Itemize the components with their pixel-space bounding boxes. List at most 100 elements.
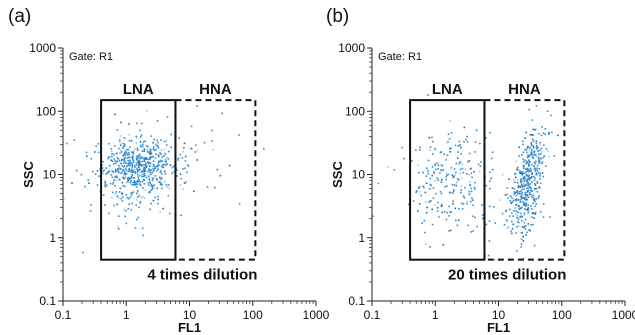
data-point <box>417 164 419 167</box>
data-point <box>106 172 108 175</box>
data-point <box>532 128 535 131</box>
data-point <box>128 167 131 170</box>
data-point <box>183 142 186 145</box>
data-point <box>180 214 182 217</box>
data-point <box>528 229 530 231</box>
data-point <box>125 210 127 212</box>
data-point <box>536 170 539 172</box>
data-point <box>136 196 139 198</box>
data-point <box>424 231 426 234</box>
data-point <box>137 160 140 162</box>
data-point <box>150 135 153 137</box>
data-point <box>125 173 128 175</box>
data-point <box>489 171 491 174</box>
data-point <box>518 191 521 193</box>
data-point <box>489 131 491 134</box>
data-point <box>130 151 133 153</box>
data-point <box>450 211 452 213</box>
data-point <box>527 177 529 180</box>
data-point <box>146 176 148 179</box>
data-point <box>529 229 531 232</box>
data-point <box>528 164 530 167</box>
data-point <box>514 181 516 184</box>
data-point <box>164 161 167 163</box>
data-point <box>140 172 142 174</box>
data-point <box>511 232 513 235</box>
data-point <box>194 144 197 146</box>
data-point <box>466 135 468 138</box>
data-point <box>138 161 140 164</box>
data-point <box>134 148 136 150</box>
data-point <box>169 164 172 166</box>
data-point <box>94 151 96 153</box>
data-point <box>527 207 530 209</box>
data-point <box>508 178 510 180</box>
data-point <box>110 174 113 176</box>
data-point <box>473 186 476 189</box>
y-axis-title: SSC <box>21 161 36 188</box>
data-point <box>526 167 529 170</box>
data-point <box>521 178 524 180</box>
data-point <box>471 199 474 202</box>
data-point <box>526 183 528 186</box>
data-point <box>372 215 374 217</box>
data-point <box>443 153 445 156</box>
data-point <box>422 185 424 188</box>
data-point <box>452 203 454 205</box>
data-point <box>148 169 151 172</box>
data-point <box>150 202 152 205</box>
data-point <box>520 184 523 186</box>
data-point <box>517 199 520 201</box>
data-point <box>141 170 143 172</box>
data-point <box>459 161 461 163</box>
data-point <box>128 164 130 167</box>
data-point <box>548 133 550 135</box>
data-point <box>542 156 545 159</box>
data-point <box>457 151 459 153</box>
data-point <box>475 129 478 132</box>
data-point <box>527 182 530 185</box>
data-point <box>536 144 538 147</box>
data-point <box>510 202 512 204</box>
data-point <box>111 160 114 162</box>
data-point <box>121 169 124 171</box>
data-point <box>134 227 137 229</box>
data-point <box>531 148 533 151</box>
data-point <box>127 151 130 154</box>
data-point <box>517 211 519 214</box>
data-point <box>525 162 527 165</box>
data-point <box>529 183 531 185</box>
data-point <box>540 134 543 137</box>
data-point <box>149 157 151 160</box>
data-point <box>147 161 149 163</box>
data-point <box>446 185 448 187</box>
data-point <box>439 151 442 154</box>
data-point <box>440 163 442 166</box>
data-point <box>148 179 151 182</box>
data-point <box>524 218 527 221</box>
data-point <box>534 205 536 208</box>
data-point <box>529 154 531 156</box>
data-point <box>170 133 172 136</box>
data-point <box>159 161 161 163</box>
data-point <box>161 184 163 186</box>
data-point <box>450 191 452 194</box>
data-point <box>123 154 125 156</box>
data-point <box>440 169 443 172</box>
data-point <box>525 170 527 173</box>
data-point <box>513 187 515 190</box>
data-point <box>124 172 126 175</box>
data-point <box>134 170 136 173</box>
data-point <box>179 184 182 186</box>
data-point <box>162 166 165 169</box>
data-point <box>541 151 543 153</box>
data-point <box>524 148 526 151</box>
data-point <box>156 164 158 167</box>
data-point <box>143 150 145 152</box>
data-point <box>525 175 528 177</box>
data-point <box>523 178 525 181</box>
data-point <box>520 215 523 217</box>
data-point <box>538 187 541 189</box>
data-point <box>129 178 131 180</box>
data-point <box>458 208 460 210</box>
